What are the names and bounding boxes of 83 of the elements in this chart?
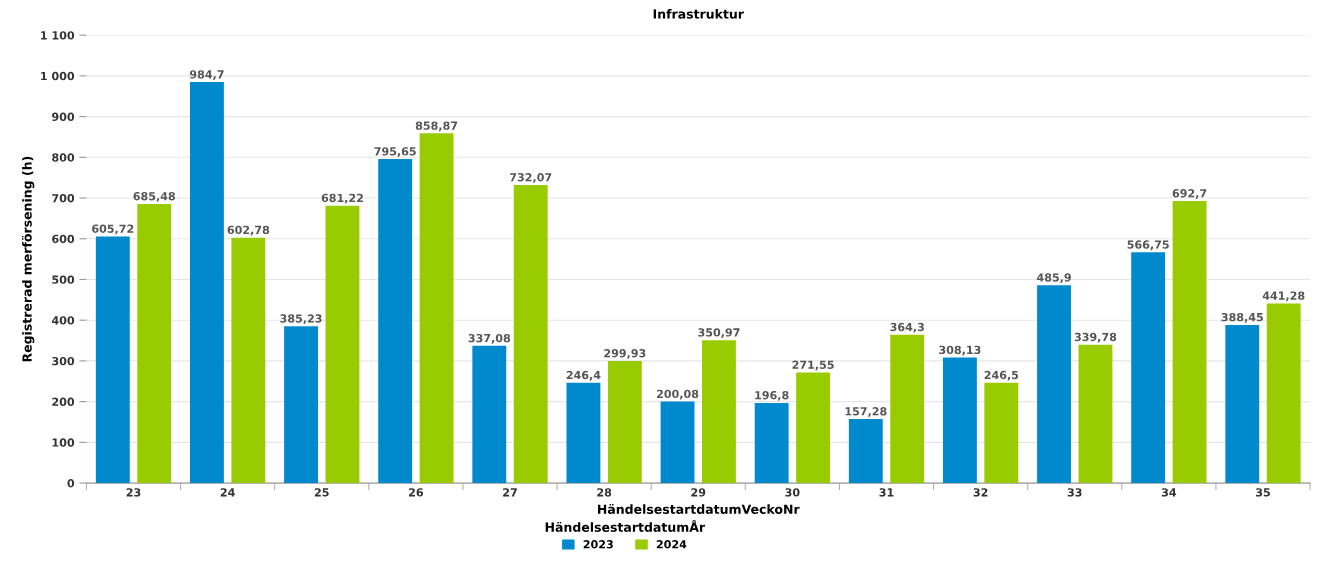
- data-label: 308,13: [939, 345, 981, 356]
- data-label: 795,65: [374, 147, 416, 157]
- bar: [325, 205, 360, 484]
- x-tick-label: 31: [879, 488, 894, 497]
- y-tick-label: 0: [67, 479, 75, 488]
- data-label: 350,97: [698, 328, 740, 339]
- bar: [1037, 285, 1071, 484]
- data-label: 299,93: [604, 349, 646, 359]
- bar: [378, 159, 413, 484]
- x-tick-label: 34: [1161, 488, 1177, 497]
- bar: [660, 401, 695, 484]
- bar: [472, 345, 507, 484]
- bar: [607, 360, 642, 484]
- bar: [1266, 303, 1301, 484]
- data-label: 441,28: [1262, 291, 1305, 302]
- bar: [189, 82, 224, 484]
- y-tick-label: 600: [52, 234, 75, 244]
- legend-label: 2023: [583, 540, 613, 549]
- bar: [848, 419, 883, 484]
- x-tick-label: 26: [409, 488, 424, 497]
- x-tick-label: 33: [1067, 488, 1082, 497]
- bar: [890, 334, 925, 484]
- data-label: 685,48: [133, 192, 175, 202]
- x-tick-label: 32: [973, 488, 988, 497]
- bar: [1131, 252, 1166, 484]
- data-label: 246,5: [984, 370, 1019, 381]
- data-label: 200,08: [656, 389, 699, 400]
- data-label: 271,55: [792, 360, 834, 371]
- x-tick-label: 35: [1256, 488, 1270, 497]
- bar: [1078, 344, 1113, 484]
- x-tick-label: 29: [691, 488, 706, 497]
- x-tick-label: 25: [314, 488, 329, 497]
- x-tick-label: 24: [220, 488, 235, 497]
- data-label: 339,78: [1074, 332, 1117, 343]
- y-tick-label: 100: [52, 438, 75, 447]
- y-tick-label: 700: [52, 194, 75, 203]
- bar: [796, 372, 831, 484]
- data-label: 246,4: [566, 370, 601, 381]
- x-tick-label: 30: [785, 488, 800, 497]
- y-tick-label: 300: [52, 356, 75, 366]
- data-label: 196,8: [755, 391, 789, 401]
- x-tick-label: 27: [503, 488, 517, 497]
- y-tick-label: 500: [52, 275, 75, 284]
- bar: [284, 326, 318, 484]
- y-tick-label: 400: [51, 316, 75, 325]
- data-label: 681,22: [321, 193, 363, 204]
- x-tick-label: 28: [597, 488, 612, 497]
- y-tick-label: 1 100: [41, 31, 75, 40]
- data-label: 157,28: [845, 407, 887, 417]
- data-label: 984,7: [189, 70, 224, 80]
- data-label: 485,9: [1036, 273, 1071, 284]
- data-label: 337,08: [468, 333, 511, 344]
- bar: [754, 402, 789, 484]
- bar: [231, 237, 266, 484]
- x-tick-label: 23: [126, 488, 141, 497]
- x-axis-title: HändelsestartdatumVeckoNr: [598, 504, 800, 514]
- y-tick-label: 900: [52, 112, 75, 121]
- bar: [1225, 324, 1260, 484]
- bar: [942, 357, 977, 484]
- data-label: 388,45: [1221, 312, 1263, 323]
- data-label: 602,78: [227, 225, 270, 236]
- bar: [419, 133, 454, 484]
- data-label: 364,3: [890, 322, 924, 333]
- y-tick-label: 800: [52, 153, 75, 162]
- bar: [1172, 201, 1207, 484]
- data-label: 385,23: [280, 314, 322, 325]
- legend-label: 2024: [656, 540, 687, 549]
- data-label: 732,07: [510, 173, 552, 183]
- bar: [984, 382, 1019, 484]
- bar: [566, 382, 601, 484]
- data-label: 858,87: [415, 121, 458, 132]
- data-label: 566,75: [1127, 240, 1169, 251]
- chart-title: Infrastruktur: [653, 8, 744, 19]
- legend-title: HändelsestartdatumÅr: [545, 520, 706, 532]
- data-label: 605,72: [92, 224, 134, 235]
- y-tick-label: 1 000: [41, 71, 75, 81]
- y-axis-title: Registrerad merförsening (h): [21, 156, 35, 362]
- data-label: 692,7: [1172, 189, 1207, 199]
- bar: [702, 340, 736, 484]
- y-tick-label: 200: [52, 397, 75, 407]
- bar: [513, 184, 548, 484]
- bar: [95, 236, 130, 484]
- bar: [137, 203, 172, 484]
